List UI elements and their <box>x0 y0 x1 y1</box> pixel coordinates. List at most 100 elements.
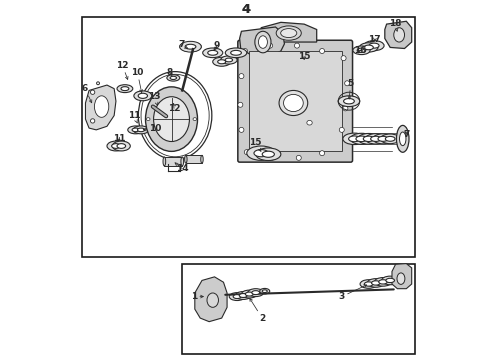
Ellipse shape <box>374 278 392 286</box>
Ellipse shape <box>279 90 308 116</box>
Ellipse shape <box>239 73 244 78</box>
Ellipse shape <box>147 118 150 121</box>
Text: 5: 5 <box>347 79 354 99</box>
Ellipse shape <box>256 148 281 161</box>
Text: 2: 2 <box>250 298 265 323</box>
Ellipse shape <box>185 44 196 49</box>
Text: 17: 17 <box>368 35 381 44</box>
Ellipse shape <box>252 291 260 294</box>
Ellipse shape <box>181 131 185 134</box>
Ellipse shape <box>213 57 231 66</box>
Text: 11: 11 <box>127 111 140 123</box>
Ellipse shape <box>239 293 247 297</box>
Ellipse shape <box>365 282 373 286</box>
Ellipse shape <box>379 280 387 284</box>
Ellipse shape <box>255 31 271 53</box>
Ellipse shape <box>112 141 130 151</box>
Ellipse shape <box>268 43 272 48</box>
Ellipse shape <box>338 96 360 107</box>
Text: 7: 7 <box>178 40 188 49</box>
Ellipse shape <box>385 136 395 141</box>
Ellipse shape <box>262 290 267 293</box>
Ellipse shape <box>107 141 125 151</box>
Ellipse shape <box>386 278 394 283</box>
Text: 15: 15 <box>298 52 310 61</box>
Ellipse shape <box>319 151 324 156</box>
Ellipse shape <box>233 294 241 298</box>
Ellipse shape <box>117 144 125 148</box>
Ellipse shape <box>357 48 366 53</box>
Ellipse shape <box>373 134 393 144</box>
Polygon shape <box>85 85 116 130</box>
Ellipse shape <box>254 150 269 157</box>
Polygon shape <box>261 22 317 42</box>
Ellipse shape <box>296 155 301 160</box>
Ellipse shape <box>378 136 388 141</box>
Text: 4: 4 <box>241 3 250 15</box>
Ellipse shape <box>356 136 367 141</box>
Ellipse shape <box>307 120 312 125</box>
Ellipse shape <box>401 130 408 148</box>
Ellipse shape <box>181 104 185 107</box>
Ellipse shape <box>201 155 203 163</box>
Ellipse shape <box>112 144 120 148</box>
Ellipse shape <box>276 26 301 40</box>
Ellipse shape <box>394 28 405 42</box>
Text: 8: 8 <box>167 68 173 77</box>
Ellipse shape <box>163 157 166 166</box>
Text: 12: 12 <box>168 103 180 113</box>
Ellipse shape <box>185 155 187 163</box>
Text: 4: 4 <box>242 3 250 16</box>
Ellipse shape <box>339 127 344 132</box>
Ellipse shape <box>294 43 299 48</box>
Ellipse shape <box>260 288 270 294</box>
Ellipse shape <box>245 292 253 296</box>
Ellipse shape <box>367 279 385 287</box>
Ellipse shape <box>341 56 346 61</box>
Ellipse shape <box>242 290 257 298</box>
Ellipse shape <box>281 28 297 37</box>
Ellipse shape <box>235 292 251 300</box>
Ellipse shape <box>180 42 201 51</box>
Ellipse shape <box>397 273 405 284</box>
Ellipse shape <box>245 150 249 154</box>
Ellipse shape <box>369 43 379 48</box>
Ellipse shape <box>170 76 176 80</box>
Ellipse shape <box>370 136 381 141</box>
Ellipse shape <box>91 90 95 94</box>
Ellipse shape <box>344 81 350 86</box>
Text: 1: 1 <box>191 292 203 301</box>
Ellipse shape <box>396 125 409 152</box>
Ellipse shape <box>138 128 145 132</box>
Text: 3: 3 <box>339 285 367 301</box>
FancyBboxPatch shape <box>238 40 352 162</box>
Ellipse shape <box>225 48 247 58</box>
Ellipse shape <box>348 136 360 142</box>
Ellipse shape <box>133 126 149 134</box>
Ellipse shape <box>97 82 99 85</box>
Ellipse shape <box>229 293 245 301</box>
Ellipse shape <box>158 131 162 134</box>
Text: 13: 13 <box>148 93 161 105</box>
Ellipse shape <box>364 41 384 51</box>
Ellipse shape <box>343 99 354 104</box>
Ellipse shape <box>382 276 399 285</box>
Ellipse shape <box>358 134 379 144</box>
Ellipse shape <box>121 87 129 91</box>
Ellipse shape <box>350 133 372 144</box>
Ellipse shape <box>353 46 370 55</box>
Ellipse shape <box>319 49 324 54</box>
Ellipse shape <box>366 134 386 144</box>
Text: 12: 12 <box>116 61 129 79</box>
Ellipse shape <box>153 97 190 141</box>
Ellipse shape <box>91 119 95 123</box>
Polygon shape <box>195 277 227 322</box>
Text: 9: 9 <box>214 41 220 50</box>
Ellipse shape <box>371 281 380 285</box>
Bar <box>182 264 416 354</box>
Ellipse shape <box>360 280 377 288</box>
Ellipse shape <box>207 293 219 307</box>
Ellipse shape <box>364 45 373 50</box>
Text: 10: 10 <box>131 68 144 93</box>
Ellipse shape <box>134 91 152 101</box>
